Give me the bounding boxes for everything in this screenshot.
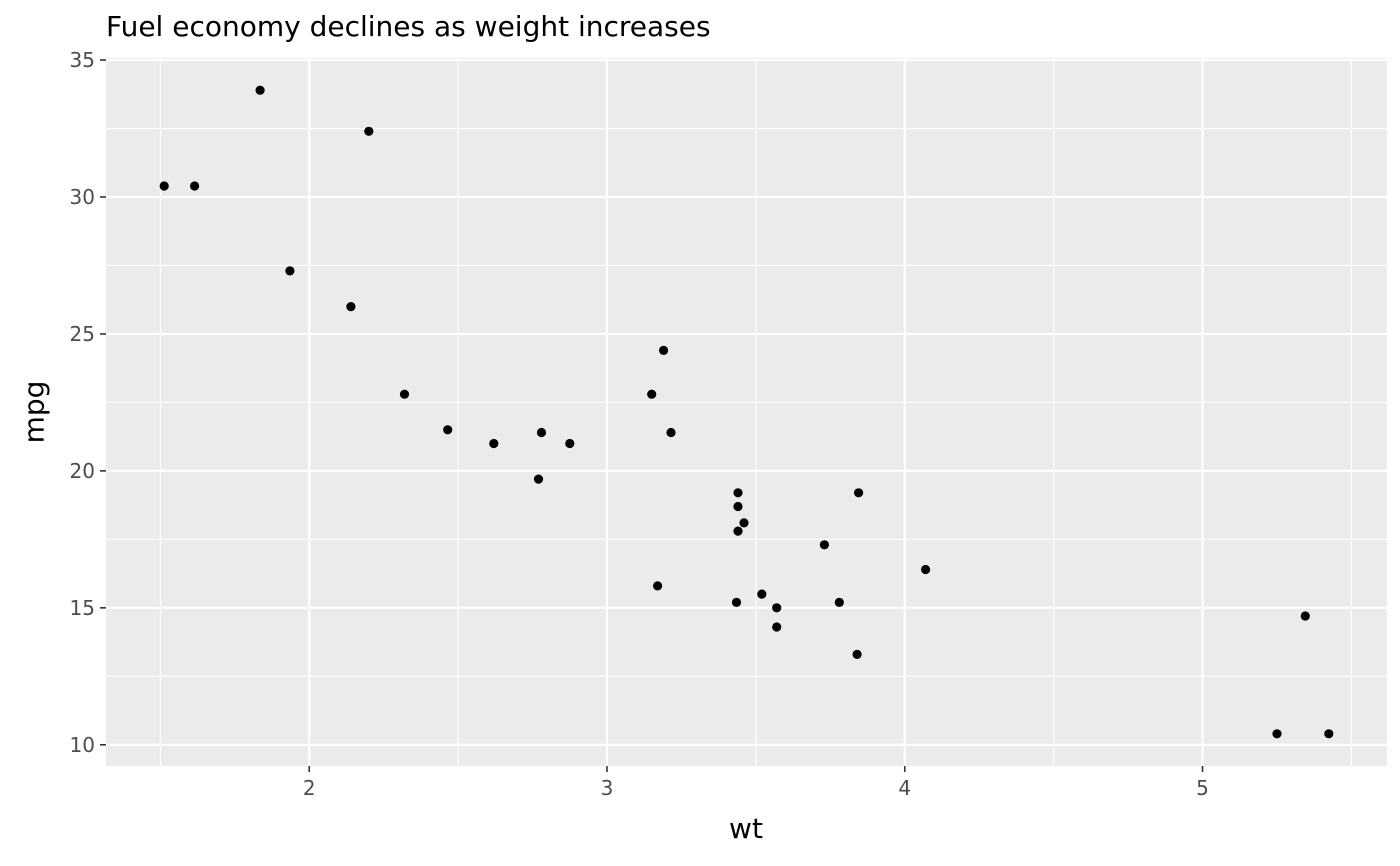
data-point bbox=[1324, 729, 1334, 739]
data-point bbox=[565, 438, 575, 449]
y-tick-label: 35 bbox=[70, 48, 95, 72]
data-point bbox=[772, 622, 782, 632]
data-point bbox=[443, 425, 453, 435]
data-point bbox=[533, 474, 544, 484]
data-point bbox=[733, 488, 743, 498]
data-point bbox=[285, 266, 295, 276]
data-point bbox=[536, 427, 547, 438]
data-point bbox=[159, 181, 169, 191]
plot-title: Fuel economy declines as weight increase… bbox=[106, 10, 711, 43]
data-point bbox=[346, 302, 356, 312]
data-point bbox=[854, 488, 864, 498]
data-point bbox=[834, 597, 844, 608]
y-tick-label: 15 bbox=[70, 596, 95, 620]
data-point bbox=[733, 501, 743, 512]
panel-background bbox=[106, 58, 1387, 766]
data-point bbox=[852, 649, 862, 660]
data-point bbox=[739, 518, 749, 528]
data-point bbox=[255, 85, 265, 95]
y-tick-label: 30 bbox=[70, 185, 95, 209]
data-point bbox=[489, 438, 499, 449]
data-point bbox=[757, 589, 767, 599]
data-point bbox=[1300, 611, 1310, 621]
x-axis-title: wt bbox=[729, 812, 763, 845]
data-point bbox=[190, 181, 200, 191]
x-tick-label: 4 bbox=[898, 776, 911, 800]
y-tick-label: 10 bbox=[70, 733, 95, 757]
data-point bbox=[731, 597, 742, 608]
data-point bbox=[653, 581, 663, 591]
data-point bbox=[921, 564, 931, 575]
data-point bbox=[666, 427, 676, 438]
data-point bbox=[772, 603, 782, 613]
data-point bbox=[364, 126, 374, 136]
data-point bbox=[399, 389, 410, 399]
y-tick-label: 20 bbox=[70, 459, 95, 483]
x-tick-label: 2 bbox=[303, 776, 316, 800]
data-point bbox=[647, 389, 657, 399]
x-tick-label: 5 bbox=[1196, 776, 1209, 800]
data-point bbox=[1272, 729, 1282, 739]
data-point bbox=[659, 345, 669, 355]
data-point bbox=[819, 540, 830, 550]
data-point bbox=[733, 526, 743, 536]
y-tick-label: 25 bbox=[70, 322, 95, 346]
x-tick-label: 3 bbox=[601, 776, 614, 800]
